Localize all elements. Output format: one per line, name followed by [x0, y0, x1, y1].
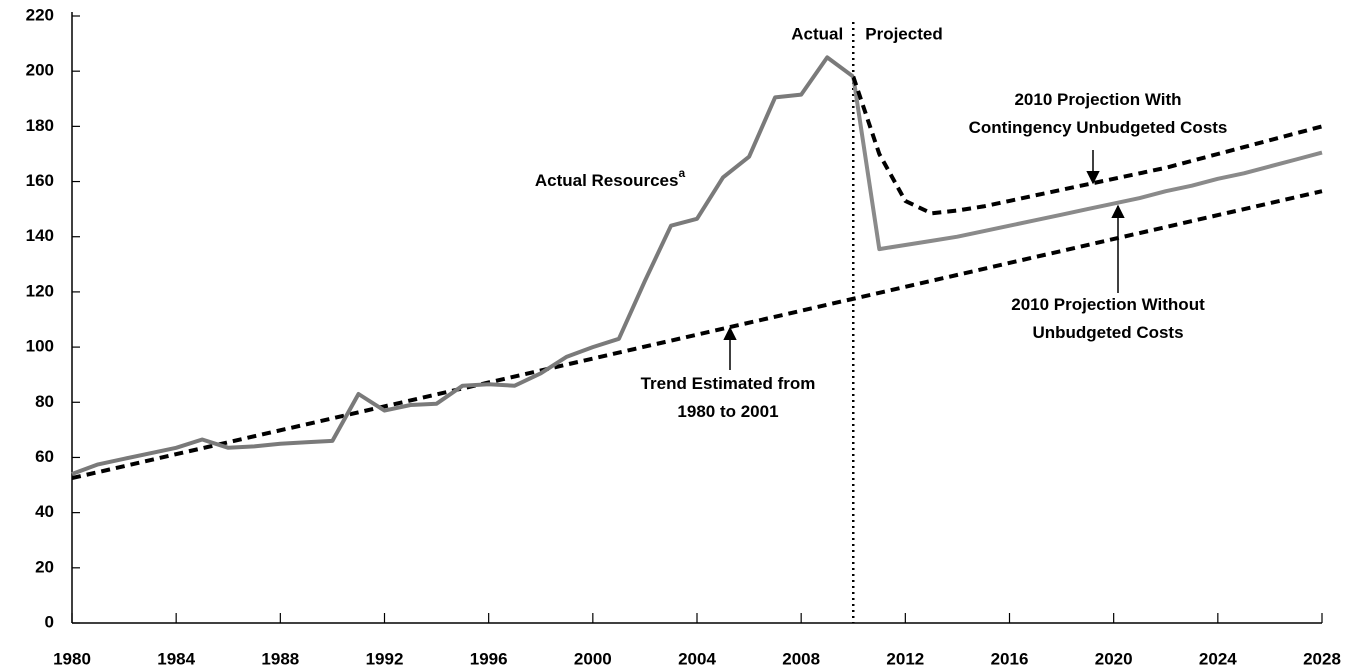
series-line	[71, 189, 1323, 481]
x-tick-label: 1992	[366, 649, 404, 668]
series-label-line: Actual Resources	[535, 171, 679, 190]
series-label-line: Trend Estimated from	[641, 374, 816, 393]
y-tick-label: 20	[35, 557, 54, 576]
x-tick-label: 1980	[53, 649, 91, 668]
x-tick-label: 2016	[991, 649, 1029, 668]
y-tick-label: 80	[35, 392, 54, 411]
y-tick-label: 40	[35, 502, 54, 521]
x-tick-label: 2020	[1095, 649, 1133, 668]
x-tick-label: 2000	[574, 649, 612, 668]
x-tick-label: 2004	[678, 649, 716, 668]
y-tick-label: 100	[26, 337, 54, 356]
series-label: 1980 to 2001	[677, 402, 778, 421]
series-line	[71, 55, 855, 476]
x-tick-label: 2008	[782, 649, 820, 668]
series-label: 2010 Projection Without	[1011, 295, 1205, 314]
series-label-line: 2010 Projection Without	[1011, 295, 1205, 314]
series-label-line: Unbudgeted Costs	[1032, 323, 1183, 342]
y-tick-label: 140	[26, 226, 54, 245]
x-tick-label: 1988	[261, 649, 299, 668]
y-tick-label: 120	[26, 281, 54, 300]
divider-left-label: Actual	[791, 24, 843, 43]
y-tick-label: 200	[26, 61, 54, 80]
series-label: Contingency Unbudgeted Costs	[969, 118, 1228, 137]
series-label: Actual Resourcesa	[535, 166, 686, 190]
y-tick-label: 180	[26, 116, 54, 135]
x-tick-label: 1984	[157, 649, 195, 668]
y-tick-label: 220	[26, 5, 54, 24]
x-tick-label: 2028	[1303, 649, 1341, 668]
series-label-line: Contingency Unbudgeted Costs	[969, 118, 1228, 137]
series-label-line: 2010 Projection With	[1014, 90, 1181, 109]
series-label: Unbudgeted Costs	[1032, 323, 1183, 342]
series-label: 2010 Projection With	[1014, 90, 1181, 109]
y-tick-label: 60	[35, 447, 54, 466]
series-label-note: a	[678, 166, 685, 180]
series-label: Trend Estimated from	[641, 374, 816, 393]
y-tick-label: 0	[45, 612, 54, 631]
x-tick-label: 1996	[470, 649, 508, 668]
series-line	[851, 76, 1323, 252]
x-tick-label: 2024	[1199, 649, 1237, 668]
y-tick-label: 160	[26, 171, 54, 190]
divider-right-label: Projected	[865, 24, 942, 43]
series-label-line: 1980 to 2001	[677, 402, 778, 421]
x-tick-label: 2012	[886, 649, 924, 668]
